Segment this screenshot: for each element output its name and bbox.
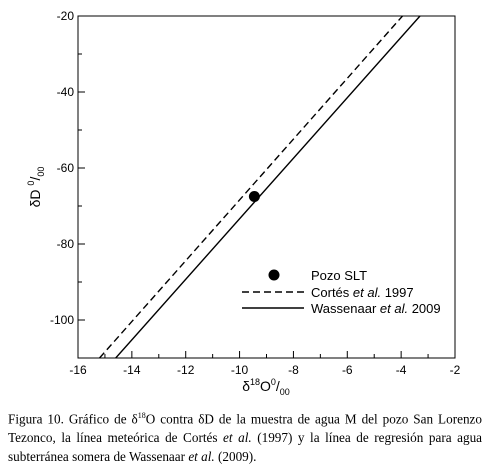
x-tick-label: -8 [288, 363, 299, 377]
y-tick-label: -60 [57, 161, 75, 175]
x-tick-label: -4 [396, 363, 407, 377]
x-tick-label: -14 [123, 363, 141, 377]
legend-label-pozo-slt: Pozo SLT [311, 268, 367, 283]
x-tick-label: -10 [231, 363, 249, 377]
x-tick-label: -12 [177, 363, 195, 377]
pozo-slt-point [248, 191, 260, 202]
chart: -16 -14 -12 -10 -8 -6 -4 -2 -20 -40 -60 -80 -100 δ18… [26, 9, 461, 397]
y-tick-label: -40 [57, 85, 75, 99]
legend-label-wassenaar: Wassenaar et al. 2009 [311, 301, 441, 316]
x-axis-title: δ18O0/00 [242, 377, 290, 397]
wassenaar-2009-line [115, 16, 421, 358]
x-tick-label: -2 [450, 363, 461, 377]
y-tick-label: -80 [57, 237, 75, 251]
x-tick-label: -16 [69, 363, 87, 377]
x-tick-label: -6 [342, 363, 353, 377]
y-tick-label: -100 [50, 313, 74, 327]
legend-marker-pozo-slt [268, 269, 280, 281]
y-tick-label: -20 [57, 9, 75, 23]
legend: Pozo SLT Cortés et al. 1997 Wassenaar et… [242, 268, 441, 316]
legend-label-cortes: Cortés et al. 1997 [311, 285, 414, 300]
cortes-1997-line [99, 16, 404, 358]
y-axis-title: δD 0/00 [26, 167, 46, 208]
figure-caption: Figura 10. Gráfico de δ18O contra δD de … [8, 411, 483, 465]
